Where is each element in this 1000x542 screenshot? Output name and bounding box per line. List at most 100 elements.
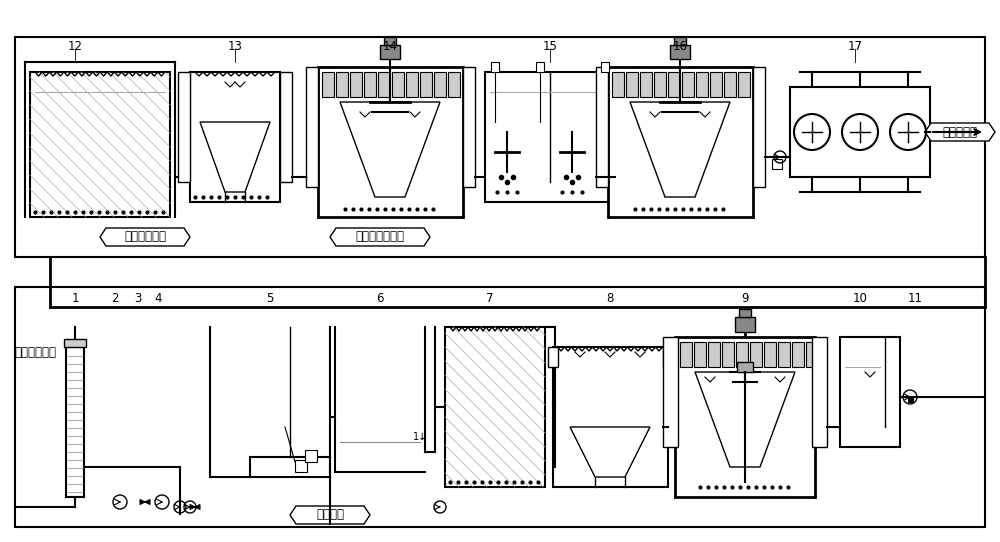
Bar — [280, 72, 292, 182]
Bar — [601, 62, 609, 72]
Bar — [662, 347, 672, 367]
Bar — [445, 327, 545, 487]
Bar — [485, 72, 615, 202]
Text: 14: 14 — [382, 41, 398, 54]
Bar — [15, 37, 985, 257]
Bar — [378, 72, 390, 97]
Bar — [738, 72, 750, 97]
Bar — [674, 37, 686, 45]
Text: 4: 4 — [154, 293, 162, 306]
Bar — [305, 450, 317, 462]
Polygon shape — [140, 500, 150, 505]
Bar — [710, 72, 722, 97]
Text: 16: 16 — [672, 41, 688, 54]
Bar — [682, 72, 694, 97]
Bar — [350, 72, 362, 97]
Bar — [663, 337, 678, 447]
Bar — [15, 287, 985, 527]
Bar — [322, 72, 334, 97]
Bar — [380, 45, 400, 59]
Bar — [30, 72, 170, 217]
Bar — [536, 62, 544, 72]
Bar — [626, 72, 638, 97]
Bar — [364, 72, 376, 97]
Bar — [908, 397, 913, 402]
Bar — [806, 342, 818, 367]
Bar — [753, 67, 765, 187]
Text: 12: 12 — [68, 41, 82, 54]
Bar — [66, 347, 84, 497]
Bar — [306, 67, 318, 187]
Text: 15: 15 — [543, 41, 557, 54]
Bar — [764, 342, 776, 367]
Polygon shape — [330, 228, 430, 246]
Bar — [318, 67, 462, 217]
Bar — [434, 72, 446, 97]
Bar — [448, 72, 460, 97]
Bar — [736, 342, 748, 367]
Text: 复合絮凝剂投加: 复合絮凝剂投加 — [356, 230, 404, 243]
Bar — [552, 347, 668, 487]
Bar — [640, 72, 652, 97]
Bar — [778, 342, 790, 367]
Polygon shape — [630, 102, 730, 197]
Text: 外加碳源投加: 外加碳源投加 — [124, 230, 166, 243]
Text: 13: 13 — [228, 41, 242, 54]
Bar — [790, 87, 930, 177]
Bar — [548, 347, 558, 367]
Bar — [750, 342, 762, 367]
Text: 10: 10 — [853, 293, 867, 306]
Polygon shape — [695, 372, 795, 467]
Bar — [670, 45, 690, 59]
Text: 6: 6 — [376, 293, 384, 306]
Bar — [668, 72, 680, 97]
Bar — [406, 72, 418, 97]
Polygon shape — [570, 427, 650, 477]
Text: 1↓: 1↓ — [413, 432, 427, 442]
Polygon shape — [290, 506, 370, 524]
Text: 8: 8 — [606, 293, 614, 306]
Bar — [772, 159, 782, 169]
Bar — [735, 317, 755, 332]
Bar — [384, 37, 396, 45]
Bar — [64, 339, 86, 347]
Bar — [596, 67, 608, 187]
Text: 2: 2 — [111, 293, 119, 306]
Bar — [840, 337, 900, 447]
Bar — [708, 342, 720, 367]
Polygon shape — [100, 228, 190, 246]
Bar — [739, 309, 751, 317]
Bar — [295, 460, 307, 472]
Text: 3: 3 — [134, 293, 142, 306]
Bar — [675, 337, 815, 497]
Text: 7: 7 — [486, 293, 494, 306]
Bar — [608, 67, 753, 217]
Bar — [491, 62, 499, 72]
Polygon shape — [340, 102, 440, 197]
Bar — [612, 72, 624, 97]
Polygon shape — [200, 122, 270, 192]
Text: 1: 1 — [71, 293, 79, 306]
Bar — [392, 72, 404, 97]
Text: 17: 17 — [848, 41, 862, 54]
Bar — [462, 67, 475, 187]
Bar — [694, 342, 706, 367]
Bar — [654, 72, 666, 97]
Bar — [696, 72, 708, 97]
Polygon shape — [925, 123, 995, 141]
Bar — [680, 342, 692, 367]
Text: 其它废水: 其它废水 — [316, 508, 344, 521]
Polygon shape — [190, 505, 200, 509]
Bar — [737, 362, 753, 372]
Text: 9: 9 — [741, 293, 749, 306]
Bar — [792, 342, 804, 367]
Bar — [724, 72, 736, 97]
Bar — [190, 72, 280, 202]
Bar — [812, 337, 827, 447]
Bar — [336, 72, 348, 97]
Bar — [178, 72, 190, 182]
Bar — [722, 342, 734, 367]
Bar — [420, 72, 432, 97]
Text: 11: 11 — [908, 293, 922, 306]
Text: 5: 5 — [266, 293, 274, 306]
